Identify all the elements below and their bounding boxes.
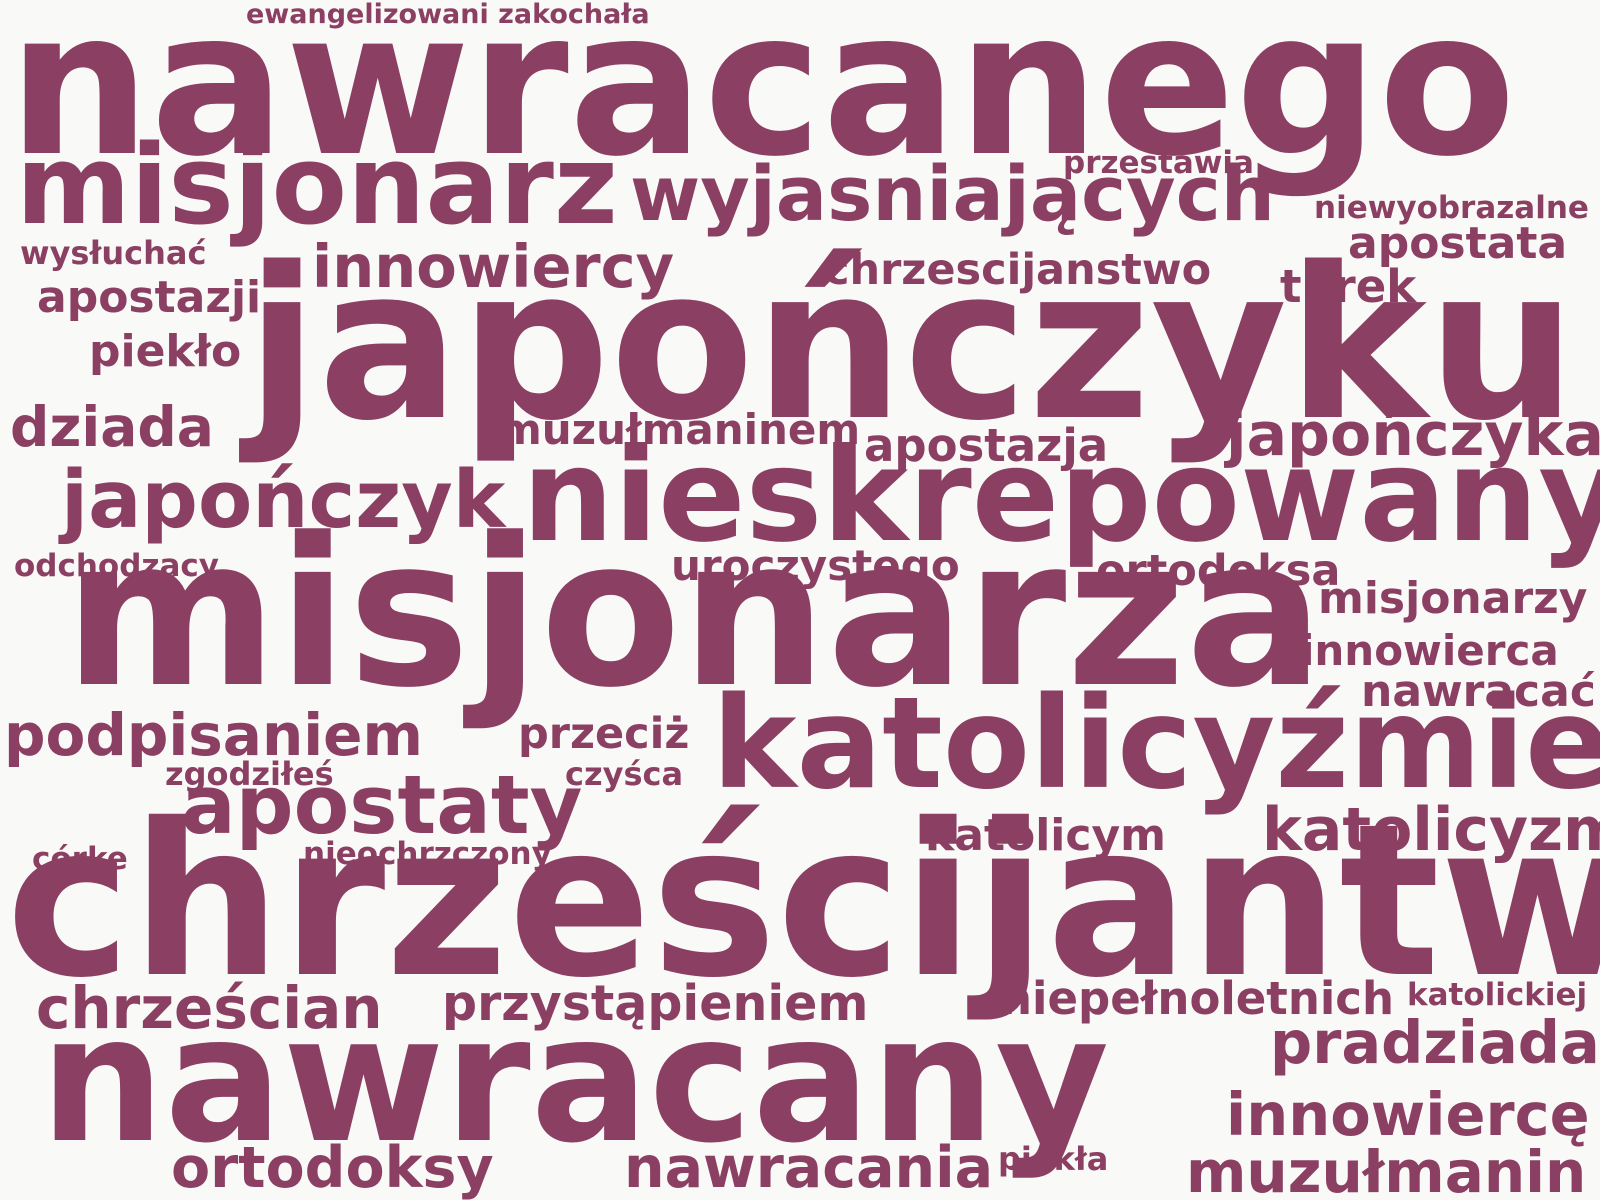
word-innowierce: innowiercę xyxy=(1226,1080,1590,1149)
word-pieklo: piekło xyxy=(89,326,242,377)
word-piekla: piekła xyxy=(998,1140,1109,1178)
word-misjonarz: misjonarz xyxy=(16,121,618,249)
word-katolickiej: katolickiej xyxy=(1407,977,1588,1013)
word-dziada: dziada xyxy=(10,395,214,459)
word-chrzescijanstwo: chrzescijanstwo xyxy=(824,245,1212,295)
word-apostazji: apostazji xyxy=(37,272,262,323)
word-pradziada: pradziada xyxy=(1270,1008,1600,1077)
word-japonczyka: japończyka xyxy=(1226,400,1600,470)
word-muzulmaninem: muzułmaninem xyxy=(498,405,861,454)
word-turek: turek xyxy=(1280,260,1417,313)
word-wyjasniajacych: wyjasniających xyxy=(630,149,1275,238)
word-apostazja: apostazja xyxy=(864,419,1109,472)
word-misjonarzy: misjonarzy xyxy=(1318,573,1588,624)
word-niepelnoletnich: niepełnoletnich xyxy=(1000,972,1394,1025)
word-zgodziles: zgodziłeś xyxy=(165,755,334,793)
word-nieskrepowany: nieskrepowany xyxy=(522,421,1600,571)
word-niewyobrazalne: niewyobrazalne xyxy=(1314,190,1589,226)
word-corke: córke xyxy=(32,841,128,877)
word-czysca: czyśca xyxy=(565,755,684,793)
word-japonczyk: japończyk xyxy=(61,454,506,546)
word-przestawia: przestawia xyxy=(1063,145,1254,181)
word-przeciz: przeciż xyxy=(518,709,690,759)
word-chrzescijantwo: chrześcijantwo xyxy=(6,778,1600,1024)
word-apostaty: apostaty xyxy=(181,759,583,853)
word-innowiercy: innowiercy xyxy=(312,232,675,301)
word-muzulmanin: muzułmanin xyxy=(1186,1138,1587,1200)
word-misjonarza: misjonarza xyxy=(64,495,1325,733)
word-ortodoksy: ortodoksy xyxy=(171,1135,494,1200)
word-nawracac: nawracać xyxy=(1361,666,1596,717)
word-nawracania: nawracania xyxy=(624,1135,994,1200)
word-katolicym: katolicym xyxy=(925,810,1166,861)
word-ewangelizowani-zakochala: ewangelizowani zakochała xyxy=(246,0,650,30)
word-odchodzacy: odchodzący xyxy=(14,548,219,584)
word-apostata: apostata xyxy=(1348,218,1568,269)
word-podpisaniem: podpisaniem xyxy=(4,701,423,769)
word-katolicyzmie: katolicyźmie xyxy=(712,669,1600,817)
word-chrzescian: chrześcian xyxy=(36,974,383,1042)
word-wysluchac: wysłuchać xyxy=(20,234,207,272)
word-katolicyzm: katolicyzm xyxy=(1262,795,1600,865)
word-nawracany: nawracany xyxy=(40,979,1110,1182)
word-przystapieniem: przystąpieniem xyxy=(442,975,869,1032)
word-innowierca: innowierca xyxy=(1300,626,1559,675)
word-japonczyku: japończyku xyxy=(246,222,1577,467)
word-ortodoksa: ortodoksa xyxy=(1096,546,1341,596)
word-nieochrzczony: nieochrzczony xyxy=(303,836,552,872)
word-nawracanego: nawracanego xyxy=(8,0,1516,201)
word-uroczystego: uroczystego xyxy=(671,541,960,590)
